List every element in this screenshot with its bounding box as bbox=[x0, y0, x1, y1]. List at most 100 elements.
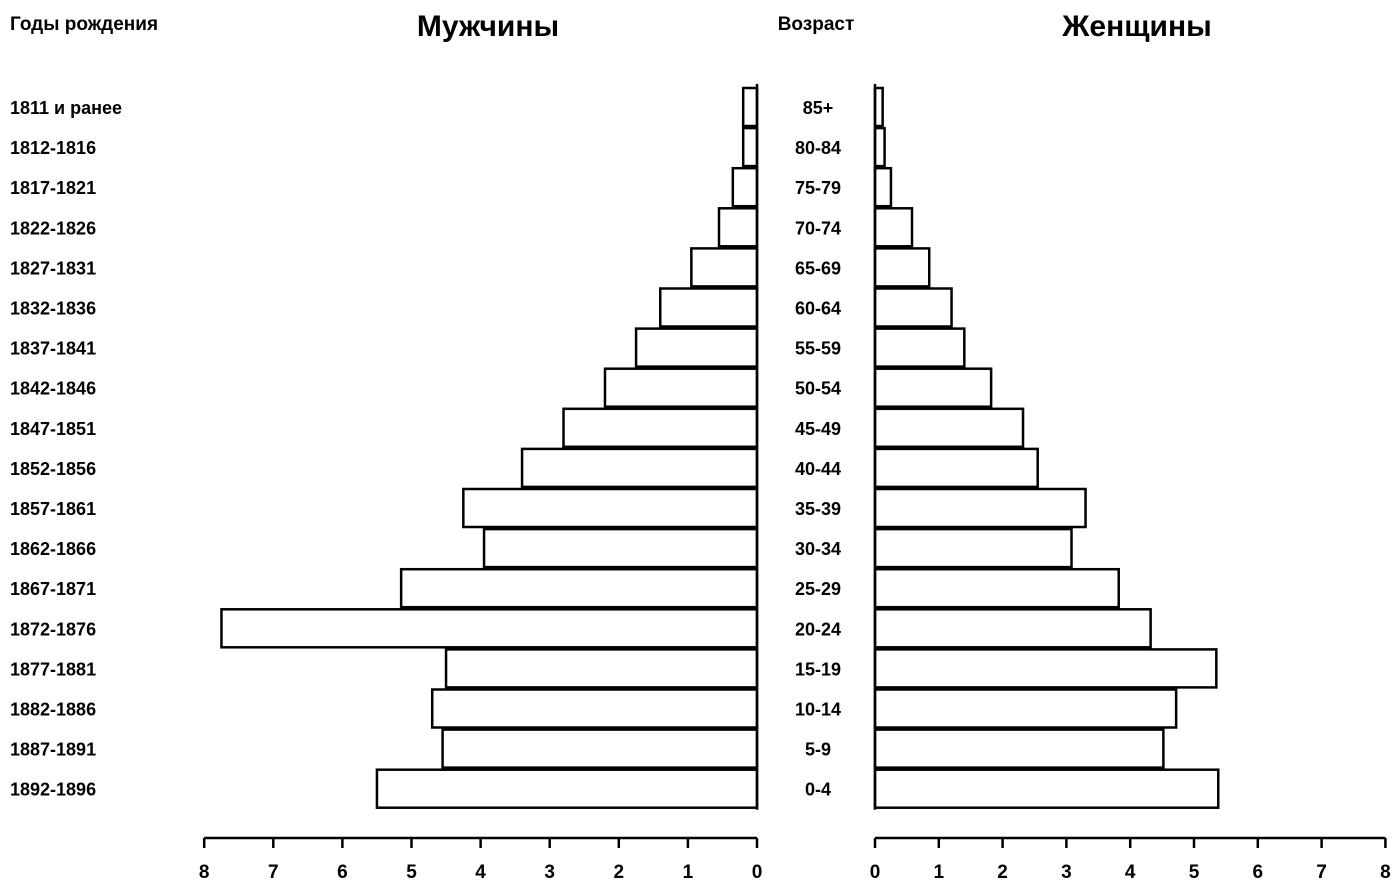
women-axis-tick-label: 7 bbox=[1316, 862, 1327, 883]
women-bar bbox=[873, 648, 1218, 689]
men-bar bbox=[717, 207, 759, 248]
women-axis-tick-label: 2 bbox=[997, 862, 1008, 883]
men-axis-tick-label: 8 bbox=[199, 862, 210, 883]
women-axis-tick-label: 8 bbox=[1380, 862, 1391, 883]
men-bar bbox=[444, 648, 759, 689]
birth-year-label: 1867-1871 bbox=[10, 579, 96, 599]
men-bar bbox=[462, 487, 759, 529]
women-axis-tick-label: 6 bbox=[1253, 862, 1264, 883]
men-x-axis: 8 7 6 5 4 3 2 1 0 bbox=[199, 836, 763, 883]
women-axis-tick-label: 0 bbox=[870, 862, 881, 883]
women-bar bbox=[873, 367, 993, 408]
age-group-label: 25-29 bbox=[795, 579, 841, 599]
men-bar bbox=[731, 166, 759, 208]
men-bar bbox=[603, 367, 759, 408]
men-header: Мужчины bbox=[417, 10, 559, 43]
birth-year-label: 1811 и ранее bbox=[10, 98, 122, 118]
birth-year-label: 1817-1821 bbox=[10, 178, 96, 198]
age-group-label: 40-44 bbox=[795, 459, 841, 479]
men-bar bbox=[741, 86, 759, 128]
women-x-axis: 0 1 2 3 4 5 6 7 8 bbox=[870, 836, 1391, 883]
men-axis-tick-label: 7 bbox=[268, 862, 279, 883]
age-group-label: 30-34 bbox=[795, 539, 841, 559]
birth-year-label: 1847-1851 bbox=[10, 419, 96, 439]
birth-year-label: 1892-1896 bbox=[10, 780, 96, 800]
men-bar bbox=[399, 567, 759, 609]
age-group-label: 70-74 bbox=[795, 218, 841, 238]
women-bars bbox=[873, 84, 1220, 810]
women-bar bbox=[873, 567, 1120, 609]
birth-year-label: 1887-1891 bbox=[10, 740, 96, 760]
age-group-label: 15-19 bbox=[795, 659, 841, 679]
birth-year-label: 1822-1826 bbox=[10, 218, 96, 238]
women-bar bbox=[873, 166, 893, 208]
age-group-label: 85+ bbox=[803, 98, 834, 118]
birth-year-label: 1812-1816 bbox=[10, 138, 96, 158]
age-group-label: 10-14 bbox=[795, 700, 841, 720]
women-axis-tick-label: 1 bbox=[934, 862, 945, 883]
men-axis-tick-label: 4 bbox=[475, 862, 486, 883]
men-axis-tick-label: 1 bbox=[683, 862, 694, 883]
women-bar bbox=[873, 688, 1178, 729]
birth-year-label: 1877-1881 bbox=[10, 659, 96, 679]
age-group-label: 65-69 bbox=[795, 258, 841, 278]
women-axis-tick-label: 3 bbox=[1061, 862, 1072, 883]
women-bar bbox=[873, 126, 886, 168]
birth-year-label: 1857-1861 bbox=[10, 499, 96, 519]
age-group-label: 5-9 bbox=[805, 740, 831, 760]
birth-year-label: 1852-1856 bbox=[10, 459, 96, 479]
men-bar bbox=[430, 688, 759, 729]
women-bar bbox=[873, 247, 931, 288]
women-bar bbox=[873, 447, 1039, 489]
women-bar bbox=[873, 327, 966, 368]
women-bar bbox=[873, 728, 1165, 769]
men-axis-tick-label: 0 bbox=[752, 862, 763, 883]
women-axis-tick-label: 4 bbox=[1125, 862, 1136, 883]
age-group-label: 45-49 bbox=[795, 419, 841, 439]
birth-year-label: 1882-1886 bbox=[10, 700, 96, 720]
age-group-label: 75-79 bbox=[795, 178, 841, 198]
men-bar bbox=[690, 247, 759, 288]
men-axis-tick-label: 3 bbox=[544, 862, 555, 883]
women-bar bbox=[873, 487, 1087, 529]
age-group-label: 0-4 bbox=[805, 780, 831, 800]
men-axis-tick-label: 2 bbox=[614, 862, 625, 883]
birth-year-label: 1842-1846 bbox=[10, 379, 96, 399]
men-bars bbox=[220, 84, 759, 810]
men-bar bbox=[375, 768, 759, 809]
men-bar bbox=[634, 327, 759, 368]
women-bar bbox=[873, 608, 1152, 649]
women-header: Женщины bbox=[1061, 10, 1211, 43]
men-bar bbox=[741, 126, 759, 168]
women-bar bbox=[873, 527, 1073, 569]
men-bar bbox=[482, 527, 759, 569]
women-axis-tick-label: 5 bbox=[1189, 862, 1200, 883]
men-bar bbox=[220, 608, 759, 649]
age-group-label: 35-39 bbox=[795, 499, 841, 519]
age-group-label: 20-24 bbox=[795, 619, 841, 639]
birth-year-label: 1832-1836 bbox=[10, 299, 96, 319]
age-group-label: 50-54 bbox=[795, 379, 841, 399]
men-axis-tick-label: 6 bbox=[337, 862, 348, 883]
birth-year-label: 1837-1841 bbox=[10, 339, 96, 359]
women-bar bbox=[873, 207, 914, 248]
age-group-label: 55-59 bbox=[795, 339, 841, 359]
men-bar bbox=[441, 728, 759, 769]
age-group-labels: 85+ 80-84 75-79 70-74 65-69 60-64 55-59 50-54 45… bbox=[795, 98, 841, 800]
men-axis-tick-label: 5 bbox=[406, 862, 417, 883]
men-bar bbox=[562, 407, 759, 449]
birth-year-label: 1872-1876 bbox=[10, 619, 96, 639]
birth-year-labels: 1811 и ранее 1812-1816 1817-1821 1822-1826 1… bbox=[10, 98, 122, 800]
age-header: Возраст bbox=[778, 14, 855, 35]
men-bar bbox=[659, 287, 759, 328]
birth-year-label: 1862-1866 bbox=[10, 539, 96, 559]
age-group-label: 80-84 bbox=[795, 138, 841, 158]
age-group-label: 60-64 bbox=[795, 299, 841, 319]
women-bar bbox=[873, 407, 1025, 449]
men-bar bbox=[520, 447, 759, 489]
women-bar bbox=[873, 287, 953, 328]
women-bar bbox=[873, 768, 1220, 809]
birth-years-header: Годы рождения bbox=[10, 14, 158, 35]
birth-year-label: 1827-1831 bbox=[10, 258, 96, 278]
